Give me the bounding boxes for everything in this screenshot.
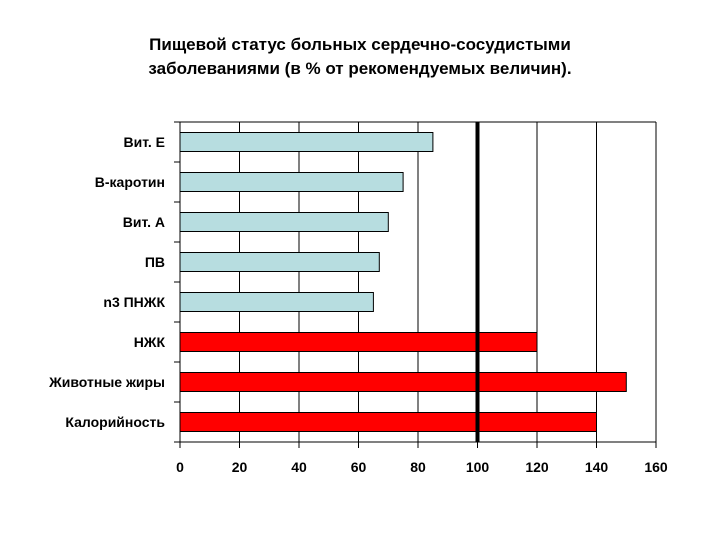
bar-2	[179, 212, 389, 232]
category-label: Вит. Е	[124, 134, 165, 150]
category-label: ПВ	[145, 254, 165, 270]
category-label: Вит. А	[123, 214, 165, 230]
bar-1	[179, 172, 404, 192]
x-tick-label: 80	[410, 459, 426, 475]
x-tick-label: 60	[351, 459, 367, 475]
category-label: В-каротин	[95, 174, 165, 190]
bar-4	[179, 292, 374, 312]
grid-lines	[180, 121, 657, 442]
x-tick-label: 0	[176, 459, 184, 475]
category-label: Животные жиры	[48, 374, 165, 390]
chart-title-line-2: заболеваниями (в % от рекомендуемых вели…	[148, 59, 572, 78]
bar-7	[179, 412, 597, 432]
x-tick-label: 160	[644, 459, 668, 475]
bar-5	[179, 332, 538, 352]
bar-3	[179, 252, 380, 272]
x-tick-label: 20	[232, 459, 248, 475]
x-tick-label: 140	[585, 459, 609, 475]
x-tick-label: 100	[466, 459, 490, 475]
axes	[174, 121, 657, 448]
x-tick-labels: 0 20 40 60 80 100 120 140 160	[176, 459, 668, 475]
bar-6	[179, 372, 627, 392]
bars	[179, 132, 627, 432]
category-label: НЖК	[134, 334, 166, 350]
chart-title-line-1: Пищевой статус больных сердечно-сосудист…	[149, 35, 571, 54]
x-tick-label: 40	[291, 459, 307, 475]
category-labels: Вит. Е В-каротин Вит. А ПВ n3 ПНЖК НЖК Животны…	[48, 134, 165, 430]
bar-0	[179, 132, 434, 152]
category-label: n3 ПНЖК	[103, 294, 165, 310]
category-label: Калорийность	[65, 414, 165, 430]
x-tick-label: 120	[525, 459, 549, 475]
